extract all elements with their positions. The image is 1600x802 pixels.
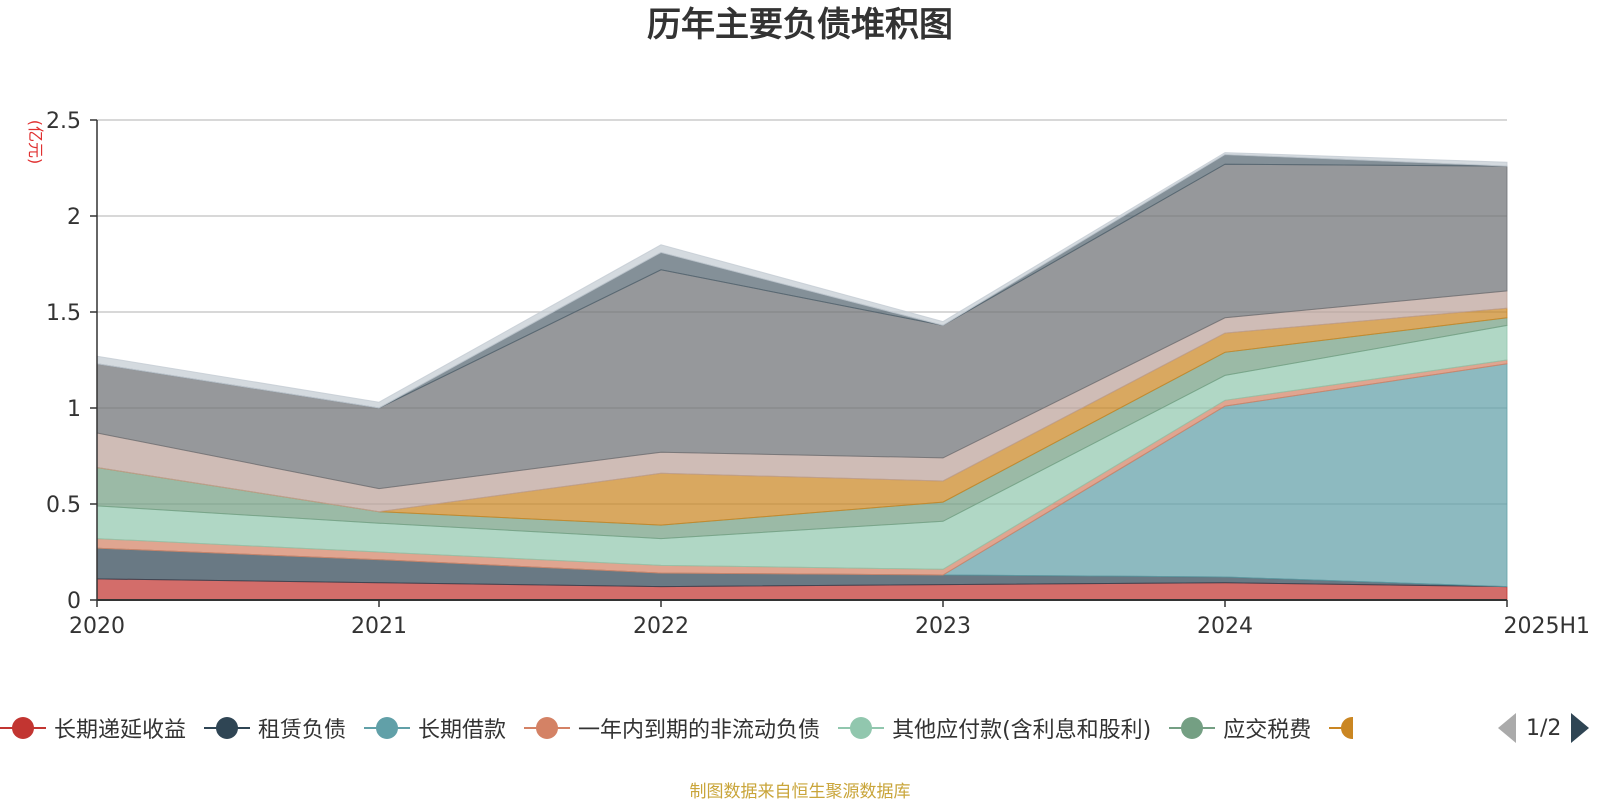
legend-marker-icon bbox=[0, 716, 46, 740]
stacked-area-chart: 00.511.522.5 2020 2021 2022 2023 2024 2025H1 … bbox=[26, 109, 1590, 639]
chart-legend: 长期递延收益 租赁负债 长期借款 一年内到期的非流动负债 其他应付款(含利息和股利) 应交… bbox=[0, 708, 1600, 748]
x-tick-label: 2024 bbox=[1197, 614, 1253, 639]
x-tick-label: 2025H1 bbox=[1503, 614, 1590, 639]
legend-clipped-marker-icon bbox=[1329, 716, 1354, 740]
legend-label: 长期借款 bbox=[418, 718, 507, 743]
area-series-11[interactable] bbox=[96, 152, 1508, 409]
legend-item[interactable]: 其他应付款(含利息和股利) bbox=[838, 712, 1151, 744]
legend-item[interactable]: 长期递延收益 bbox=[0, 712, 186, 744]
axes bbox=[96, 120, 1507, 601]
legend-label: 应交税费 bbox=[1223, 718, 1312, 743]
legend-item[interactable]: 租赁负债 bbox=[204, 712, 346, 744]
x-tick-label: 2021 bbox=[351, 614, 407, 639]
x-tick-label: 2023 bbox=[915, 614, 971, 639]
area-series-group bbox=[96, 152, 1508, 601]
legend-item[interactable]: 应交税费 bbox=[1169, 712, 1311, 744]
legend-label: 其他应付款(含利息和股利) bbox=[892, 718, 1152, 743]
legend-marker-icon bbox=[204, 716, 251, 740]
legend-prev-page-icon[interactable] bbox=[1498, 713, 1516, 743]
source-note: 制图数据来自恒生聚源数据库 bbox=[689, 782, 911, 802]
legend-marker-icon bbox=[1169, 716, 1216, 740]
chart-title: 历年主要负债堆积图 bbox=[647, 5, 953, 45]
legend-pager: 1/2 bbox=[1498, 712, 1590, 744]
legend-marker-icon bbox=[364, 716, 411, 740]
y-tick-labels: 0 0.5 1 1.5 2 2.5 bbox=[46, 109, 97, 614]
legend-label: 租赁负债 bbox=[258, 718, 347, 743]
x-tick-label: 2020 bbox=[69, 614, 125, 639]
legend-label: 长期递延收益 bbox=[54, 718, 187, 743]
y-axis-unit-label: (亿元) bbox=[26, 120, 45, 165]
y-tick-label: 0.5 bbox=[46, 493, 81, 518]
legend-item[interactable]: 一年内到期的非流动负债 bbox=[524, 712, 820, 744]
legend-marker-icon bbox=[838, 716, 885, 740]
legend-label: 一年内到期的非流动负债 bbox=[578, 718, 821, 743]
x-tick-label: 2022 bbox=[633, 614, 689, 639]
y-tick-label: 1 bbox=[67, 397, 81, 422]
y-tick-label: 2 bbox=[67, 205, 81, 230]
legend-next-page-icon[interactable] bbox=[1571, 713, 1590, 743]
legend-item[interactable]: 长期借款 bbox=[364, 712, 506, 744]
y-tick-label: 1.5 bbox=[46, 301, 81, 326]
y-tick-label: 0 bbox=[67, 589, 81, 614]
x-tick-labels: 2020 2021 2022 2023 2024 2025H1 bbox=[69, 600, 1590, 639]
legend-marker-icon bbox=[524, 716, 571, 740]
legend-page-indicator: 1/2 bbox=[1526, 715, 1562, 741]
y-tick-label: 2.5 bbox=[46, 109, 81, 134]
